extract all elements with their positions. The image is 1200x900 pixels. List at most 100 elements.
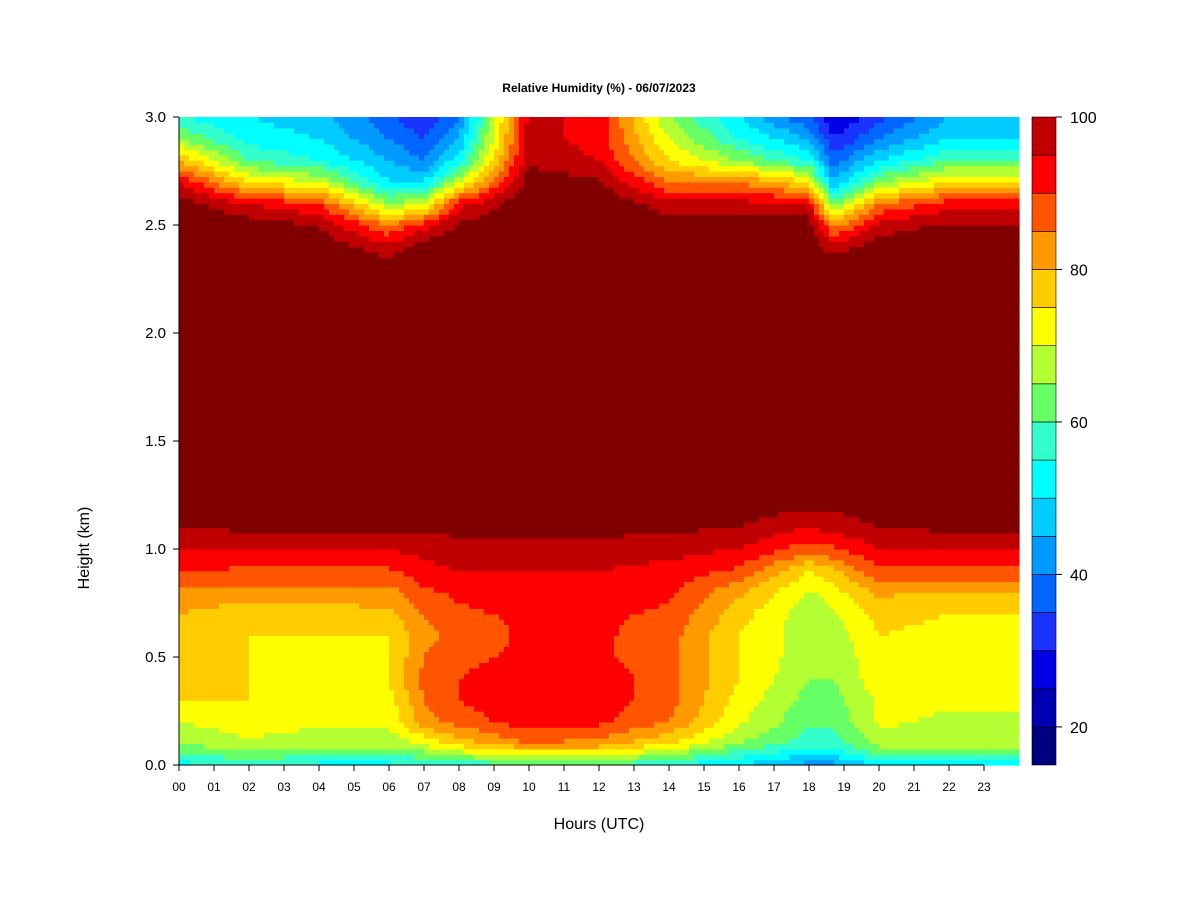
- heatmap-cell: [229, 592, 235, 599]
- heatmap-cell: [199, 192, 205, 199]
- heatmap-cell: [244, 657, 250, 663]
- heatmap-cell: [344, 484, 350, 491]
- heatmap-cell: [234, 246, 240, 253]
- heatmap-cell: [204, 624, 210, 631]
- heatmap-cell: [274, 354, 280, 361]
- heatmap-cell: [374, 662, 380, 669]
- heatmap-cell: [314, 630, 320, 636]
- heatmap-cell: [254, 376, 260, 383]
- heatmap-cell: [179, 624, 185, 631]
- heatmap-cell: [234, 511, 240, 518]
- heatmap-cell: [209, 484, 215, 491]
- heatmap-cell: [379, 484, 385, 491]
- heatmap-cell: [234, 651, 240, 658]
- heatmap-cell: [369, 176, 375, 183]
- heatmap-cell: [359, 408, 365, 415]
- heatmap-cell: [244, 225, 250, 231]
- heatmap-cell: [194, 619, 200, 626]
- heatmap-cell: [234, 532, 240, 539]
- heatmap-cell: [299, 316, 305, 323]
- heatmap-cell: [309, 570, 315, 577]
- heatmap-cell: [294, 732, 300, 739]
- heatmap-cell: [189, 576, 195, 582]
- heatmap-cell: [219, 365, 225, 372]
- heatmap-cell: [194, 354, 200, 361]
- heatmap-cell: [329, 462, 335, 469]
- heatmap-cell: [339, 597, 345, 604]
- heatmap-cell: [239, 370, 245, 377]
- heatmap-cell: [304, 230, 310, 237]
- heatmap-cell: [179, 716, 185, 723]
- heatmap-cell: [239, 516, 245, 523]
- heatmap-cell: [224, 322, 230, 329]
- heatmap-cell: [284, 198, 290, 204]
- heatmap-cell: [229, 608, 235, 615]
- heatmap-cell: [334, 640, 340, 647]
- heatmap-cell: [289, 565, 295, 572]
- heatmap-cell: [374, 225, 380, 231]
- heatmap-cell: [379, 289, 385, 296]
- heatmap-cell: [269, 133, 275, 140]
- heatmap-cell: [374, 133, 380, 140]
- heatmap-cell: [209, 538, 215, 545]
- heatmap-cell: [279, 235, 285, 242]
- heatmap-cell: [304, 408, 310, 415]
- heatmap-cell: [359, 462, 365, 469]
- heatmap-cell: [189, 678, 195, 685]
- heatmap-cell: [194, 689, 200, 696]
- heatmap-cell: [214, 230, 220, 237]
- heatmap-cell: [324, 435, 330, 442]
- heatmap-cell: [294, 235, 300, 242]
- heatmap-cell: [259, 441, 265, 447]
- heatmap-cell: [294, 678, 300, 685]
- heatmap-cell: [304, 640, 310, 647]
- heatmap-cell: [349, 343, 355, 350]
- heatmap-cell: [289, 549, 295, 555]
- heatmap-cell: [244, 198, 250, 204]
- heatmap-cell: [194, 435, 200, 442]
- heatmap-cell: [314, 122, 320, 129]
- heatmap-cell: [224, 549, 230, 555]
- heatmap-cell: [269, 597, 275, 604]
- heatmap-cell: [364, 370, 370, 377]
- heatmap-cell: [204, 349, 210, 356]
- heatmap-cell: [179, 214, 185, 221]
- heatmap-cell: [364, 154, 370, 161]
- heatmap-cell: [204, 657, 210, 663]
- heatmap-cell: [384, 727, 390, 734]
- heatmap-cell: [249, 133, 255, 140]
- heatmap-cell: [324, 187, 330, 194]
- heatmap-cell: [184, 554, 190, 561]
- heatmap-cell: [219, 662, 225, 669]
- heatmap-cell: [199, 165, 205, 172]
- heatmap-cell: [279, 624, 285, 631]
- heatmap-cell: [274, 759, 280, 766]
- heatmap-cell: [229, 333, 235, 339]
- heatmap-cell: [254, 176, 260, 183]
- heatmap-cell: [244, 138, 250, 145]
- heatmap-cell: [334, 408, 340, 415]
- heatmap-cell: [299, 165, 305, 172]
- heatmap-cell: [279, 451, 285, 458]
- heatmap-cell: [254, 630, 260, 636]
- heatmap-cell: [224, 662, 230, 669]
- heatmap-cell: [384, 527, 390, 534]
- heatmap-cell: [179, 597, 185, 604]
- heatmap-cell: [334, 581, 340, 588]
- heatmap-cell: [229, 349, 235, 356]
- heatmap-cell: [379, 667, 385, 674]
- heatmap-cell: [214, 414, 220, 420]
- heatmap-cell: [344, 360, 350, 366]
- heatmap-cell: [289, 505, 295, 512]
- heatmap-cell: [214, 246, 220, 253]
- heatmap-cell: [269, 349, 275, 356]
- heatmap-cell: [344, 613, 350, 620]
- heatmap-cell: [334, 489, 340, 496]
- heatmap-cell: [199, 743, 205, 750]
- heatmap-cell: [354, 289, 360, 296]
- heatmap-cell: [214, 495, 220, 501]
- heatmap-cell: [269, 608, 275, 615]
- heatmap-cell: [299, 381, 305, 388]
- heatmap-cell: [349, 581, 355, 588]
- heatmap-cell: [334, 414, 340, 420]
